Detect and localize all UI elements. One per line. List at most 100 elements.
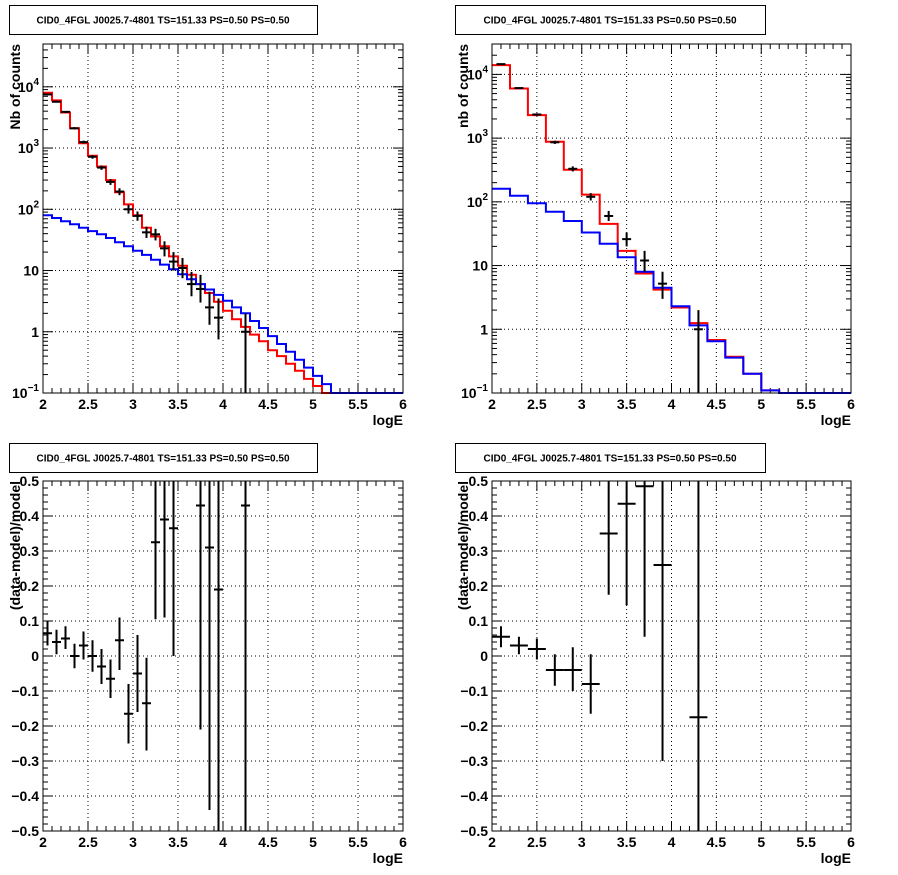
y-tick-label: 104 [467,64,489,82]
y-tick-label: −0.5 [460,823,488,839]
x-tick-label: 4.5 [258,834,278,850]
title-box [455,5,766,35]
y-tick-base: 10 [18,201,34,217]
data-point [689,481,708,831]
data-point [604,210,614,222]
x-tick-label: 5 [757,834,765,850]
y-tick-exponent: 4 [482,64,488,75]
data-point [492,626,510,648]
y-tick-base: 10 [12,385,28,401]
data-point [205,481,214,810]
y-tick-label: 102 [18,199,40,217]
y-tick-label: 0.4 [20,508,40,524]
data-point [115,188,124,196]
data-point [79,140,88,144]
data-point [169,481,178,656]
y-tick-label: −0.2 [11,718,39,734]
x-tick-label: 3 [578,834,586,850]
x-tick-label: 3.5 [617,834,637,850]
data-point [106,179,115,185]
x-tick-label: 2 [39,834,47,850]
x-tick-label: 5 [309,396,317,412]
y-tick-label: 10−1 [461,383,488,401]
data-point [658,271,668,299]
y-tick-label: 0 [480,648,488,664]
x-tick-label: 4 [219,396,227,412]
y-tick-label: −0.3 [11,753,39,769]
chart-bottom-left: CID0_4FGL J0025.7-4801 TS=151.33 PS=0.50… [7,443,407,866]
data-point [545,654,564,686]
plot-frame [42,480,404,832]
x-tick-label: 2.5 [527,834,547,850]
data-point [151,228,160,241]
x-tick-label: 3.5 [617,396,637,412]
x-axis-title: logE [373,850,403,866]
y-tick-exponent: 2 [33,199,39,210]
chart-top-left: CID0_4FGL J0025.7-4801 TS=151.33 PS=0.50… [7,5,407,428]
y-tick-label: 0.2 [20,578,40,594]
x-tick-label: 2 [488,834,496,850]
x-axis-title: logE [821,412,851,428]
data-point [52,629,61,655]
x-tick-label: 2.5 [78,396,98,412]
chart-title: CID0_4FGL J0025.7-4801 TS=151.33 PS=0.50… [483,454,736,465]
x-tick-label: 6 [847,396,855,412]
y-tick-label: 104 [18,77,40,95]
y-tick-exponent: −1 [28,383,40,394]
y-tick-label: 10−1 [12,383,39,401]
chart-title: CID0_4FGL J0025.7-4801 TS=151.33 PS=0.50… [36,454,289,465]
data-point [581,654,600,714]
y-axis-title: nb of counts [455,44,471,128]
x-tick-label: 5 [309,834,317,850]
data-point [205,291,214,325]
data-point [196,481,205,730]
x-tick-label: 6 [399,834,407,850]
y-tick-label: 0.2 [469,578,489,594]
y-tick-exponent: −1 [477,383,489,394]
x-tick-label: 5.5 [796,396,816,412]
x-tick-label: 4 [668,834,676,850]
data-point [178,258,187,279]
x-tick-label: 2.5 [527,396,547,412]
data-point [169,252,178,271]
y-tick-base: 10 [18,79,34,95]
x-tick-label: 3.5 [168,396,188,412]
y-tick-label: −0.4 [11,788,39,804]
data-point [509,636,528,655]
x-tick-label: 4.5 [707,834,727,850]
y-tick-base: 10 [467,130,483,146]
data-point [241,481,250,831]
x-tick-label: 4.5 [258,396,278,412]
x-tick-label: 2 [488,396,496,412]
data-point [214,481,223,831]
data-point [241,313,250,393]
data-point [527,638,546,660]
data-point [124,684,133,744]
y-axis-title: (data-model)/model [7,481,23,610]
data-point [43,93,52,96]
plot-frame [491,480,852,832]
y-tick-exponent: 2 [482,192,488,203]
y-tick-label: −0.2 [460,718,488,734]
y-tick-label: −0.1 [460,683,488,699]
plot-frame [42,43,404,394]
title-box [9,5,318,35]
y-tick-exponent: 3 [33,138,39,149]
y-tick-label: −0.5 [11,823,39,839]
title-box [9,443,318,473]
chart-title: CID0_4FGL J0025.7-4801 TS=151.33 PS=0.50… [483,16,736,27]
y-tick-label: 10 [472,258,488,274]
y-tick-label: 0.1 [469,613,489,629]
chart-bottom-right: CID0_4FGL J0025.7-4801 TS=151.33 PS=0.50… [455,443,855,866]
chart-title: CID0_4FGL J0025.7-4801 TS=151.33 PS=0.50… [36,16,289,27]
y-tick-base: 10 [467,194,483,210]
data-point [133,211,142,221]
x-tick-label: 5.5 [348,834,368,850]
data-point [599,481,618,595]
data-point [97,165,106,170]
y-tick-label: 0.5 [469,473,489,489]
y-tick-label: 0.5 [20,473,40,489]
data-point [653,481,672,761]
data-point [97,649,106,684]
